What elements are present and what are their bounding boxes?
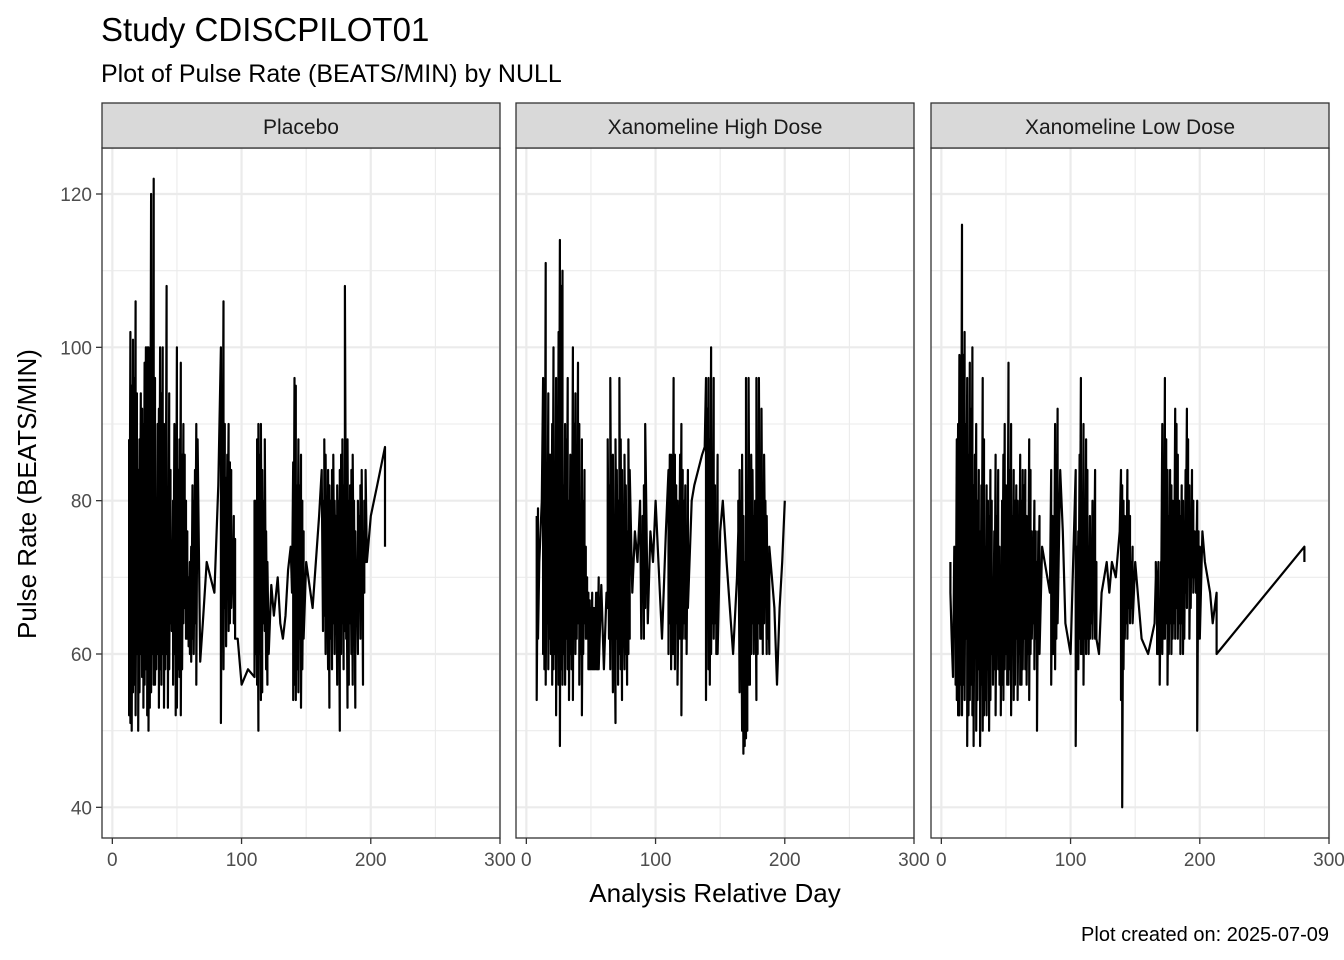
x-tick-label: 200 [355,850,387,871]
x-tick-label: 0 [936,850,947,871]
facet-strip [101,102,501,149]
y-axis-title: Pulse Rate (BEATS/MIN) [12,349,42,639]
x-tick-label: 100 [1055,850,1087,871]
chart-subtitle: Plot of Pulse Rate (BEATS/MIN) by NULL [101,60,562,88]
y-tick-label: 100 [60,338,92,359]
facet-panels: Placebo 0 100 200 300 Xanomeline High Dose 0 10… [101,102,1344,871]
x-axis-title: Analysis Relative Day [589,878,840,908]
facet-strip [930,102,1330,149]
x-tick-label: 0 [521,850,532,871]
chart-title: Study CDISCPILOT01 [101,11,429,48]
x-tick-label: 200 [769,850,801,871]
x-tick-label: 0 [107,850,118,871]
facet-strip-label: Xanomeline High Dose [608,116,823,139]
series-line-placebo [128,177,387,732]
facet-panel-xanomeline-low-dose: Xanomeline Low Dose 0 100 200 300 [930,102,1344,871]
facet-strip [515,102,915,149]
series-line-xanomeline-low-dose [949,223,1306,809]
x-tick-label: 300 [898,850,930,871]
facet-strip-label: Placebo [263,116,339,139]
plot-caption: Plot created on: 2025-07-09 [1081,924,1329,946]
facet-strip-label: Xanomeline Low Dose [1025,116,1235,139]
series-line-xanomeline-high-dose [535,238,786,755]
y-tick-label: 80 [71,492,92,513]
x-tick-label: 300 [1313,850,1344,871]
x-tick-label: 300 [484,850,516,871]
y-tick-label: 40 [71,798,92,819]
x-tick-label: 200 [1184,850,1216,871]
y-tick-label: 120 [60,185,92,206]
x-tick-label: 100 [226,850,258,871]
facet-panel-placebo: Placebo 0 100 200 300 [101,102,516,871]
y-axis: 40 60 80 100 120 [60,185,102,819]
facet-panel-xanomeline-high-dose: Xanomeline High Dose 0 100 200 300 [515,102,930,871]
x-tick-label: 100 [640,850,672,871]
y-tick-label: 60 [71,645,92,666]
